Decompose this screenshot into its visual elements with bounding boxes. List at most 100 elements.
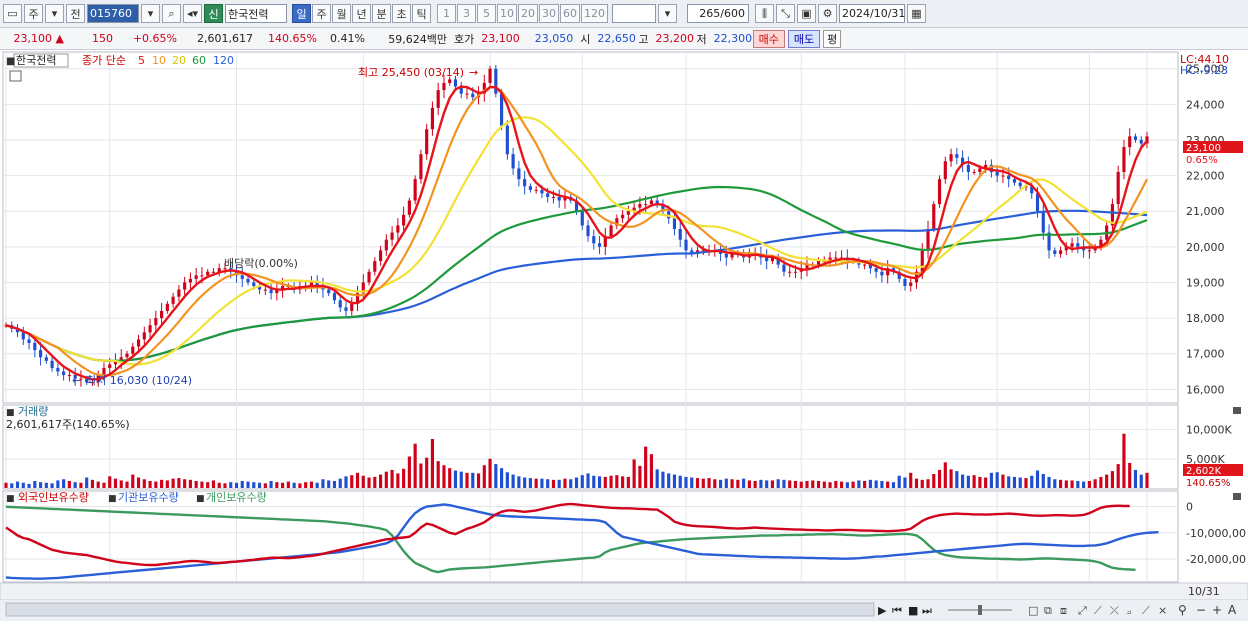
date-input[interactable]: 2024/10/31 (839, 4, 905, 23)
interval-button[interactable]: 5 (477, 4, 496, 23)
volume-bar (315, 482, 319, 488)
interval-custom-input[interactable] (612, 4, 656, 23)
volume-bar (1001, 474, 1005, 488)
draw-tool-icon[interactable]: ⤡ (776, 4, 795, 23)
chart-area: 25,000 24,000 23,000 22,000 21,000 20,000 19,0… (0, 50, 1248, 621)
buy-button[interactable]: 매수 (752, 29, 785, 48)
ma10-line (5, 85, 1148, 377)
volume-bar (937, 469, 942, 488)
timeframe-button[interactable]: 년 (352, 4, 371, 23)
eval-button[interactable]: 평 (823, 29, 842, 48)
save-icon[interactable]: ▣ (797, 4, 816, 23)
volume-bar (154, 481, 158, 488)
lc-label: LC:44.10 (1180, 53, 1229, 66)
interval-dropdown-icon[interactable]: ▾ (658, 4, 677, 23)
stock-name-field[interactable]: 한국전력 (225, 4, 287, 23)
volume-bar (615, 475, 619, 488)
ray-tool-icon[interactable]: ⟋ (1142, 604, 1150, 617)
volume-bar (494, 464, 498, 488)
layout-grid-icon[interactable]: ⧈ (1060, 604, 1067, 617)
fib-tool-icon[interactable]: ⟓ (1126, 604, 1131, 617)
prev-button[interactable]: 전 (66, 4, 85, 23)
stop-icon[interactable]: ■ (908, 604, 918, 617)
forward-icon[interactable]: ⏭ (922, 604, 932, 617)
delete-tool-icon[interactable]: ⨯ (1158, 604, 1167, 617)
volume-bar (649, 454, 653, 488)
stock-code-input[interactable]: 015760 (87, 4, 139, 23)
rewind-icon[interactable]: ⏮ (892, 604, 902, 617)
volume-bar (488, 458, 492, 488)
volume-bar (1093, 479, 1097, 488)
table-icon[interactable] (9, 70, 22, 82)
volume-bar (1145, 472, 1149, 488)
layout-icon[interactable]: ▭ (3, 4, 22, 23)
volume-bar (355, 472, 360, 488)
low-arrow-icon: ← (72, 374, 81, 387)
interval-button[interactable]: 3 (457, 4, 476, 23)
count-total: /600 (720, 7, 745, 20)
candle-body (413, 179, 417, 201)
candle-body (56, 367, 60, 372)
chart-svg[interactable]: 25,00024,00023,00022,00021,00020,00019,0… (0, 50, 1248, 621)
candle-body (113, 360, 118, 365)
settings-icon[interactable]: ⚙ (818, 4, 837, 23)
code-dropdown-icon[interactable]: ▾ (141, 4, 160, 23)
sell-button[interactable]: 매도 (787, 29, 821, 48)
line-tool-icon[interactable]: ⟋ (1094, 604, 1102, 617)
volume-bar (453, 470, 458, 488)
count-input[interactable]: 265 /600 (687, 4, 749, 23)
cross-tool-icon[interactable]: ⤫ (1110, 604, 1119, 617)
calendar-icon[interactable]: ▦ (907, 4, 926, 23)
scroll-right-icon[interactable]: ▶ (878, 604, 887, 617)
timeframe-button[interactable]: 주 (312, 4, 331, 23)
interval-button[interactable]: 30 (539, 4, 559, 23)
search-icon[interactable]: ⌕ (162, 4, 181, 23)
volume-bar (736, 479, 740, 488)
ma120-legend: 120 (213, 54, 234, 67)
volume-close-icon[interactable] (1233, 407, 1241, 414)
volume-bar (603, 476, 607, 488)
scroll-track[interactable] (5, 602, 875, 617)
volume-bar (402, 468, 406, 488)
period-dropdown-icon[interactable]: ▾ (45, 4, 64, 23)
interval-button[interactable]: 60 (560, 4, 580, 23)
speaker-icon[interactable]: ◂▾ (183, 4, 202, 23)
volume-bar (886, 481, 890, 488)
timeframe-button[interactable]: 틱 (412, 4, 431, 23)
zoom-in-icon[interactable]: + (1212, 603, 1222, 617)
holdings-close-icon[interactable] (1233, 493, 1241, 500)
candle-body (436, 90, 440, 108)
interval-button[interactable]: 1 (437, 4, 456, 23)
period-type-button[interactable]: 주 (24, 4, 43, 23)
candle-body (188, 278, 192, 283)
interval-button[interactable]: 120 (581, 4, 608, 23)
layout-split-icon[interactable]: ⧉ (1044, 604, 1052, 617)
volume-bar (327, 480, 331, 488)
volume-bar (350, 475, 354, 488)
timeframe-button[interactable]: 분 (372, 4, 391, 23)
volume-bar (217, 482, 221, 488)
candle-body (517, 168, 521, 180)
volume-bar (655, 469, 659, 488)
zoom-out-icon[interactable]: − (1196, 603, 1206, 617)
timeframe-button[interactable]: 초 (392, 4, 411, 23)
layout-single-icon[interactable]: □ (1028, 604, 1038, 617)
candle-body (1128, 136, 1132, 148)
trend-tool-icon[interactable]: ⤢ (1078, 604, 1087, 617)
interval-button[interactable]: 10 (497, 4, 517, 23)
open-label: 시 (580, 32, 591, 46)
zoom-icon[interactable]: ⚲ (1178, 603, 1187, 617)
candle-body (211, 271, 216, 273)
volume-bar (246, 481, 250, 488)
candle-body (886, 268, 890, 276)
timeframe-button[interactable]: 일 (292, 4, 311, 23)
candle-body (1064, 246, 1068, 251)
zoom-slider-handle[interactable] (978, 605, 982, 615)
candle-body (724, 253, 728, 258)
font-size-icon[interactable]: A (1228, 603, 1237, 617)
candle-body (309, 282, 313, 286)
candle-body (154, 318, 158, 326)
chart-type-icon[interactable]: ⫼ (755, 4, 774, 23)
timeframe-button[interactable]: 월 (332, 4, 351, 23)
interval-button[interactable]: 20 (518, 4, 538, 23)
